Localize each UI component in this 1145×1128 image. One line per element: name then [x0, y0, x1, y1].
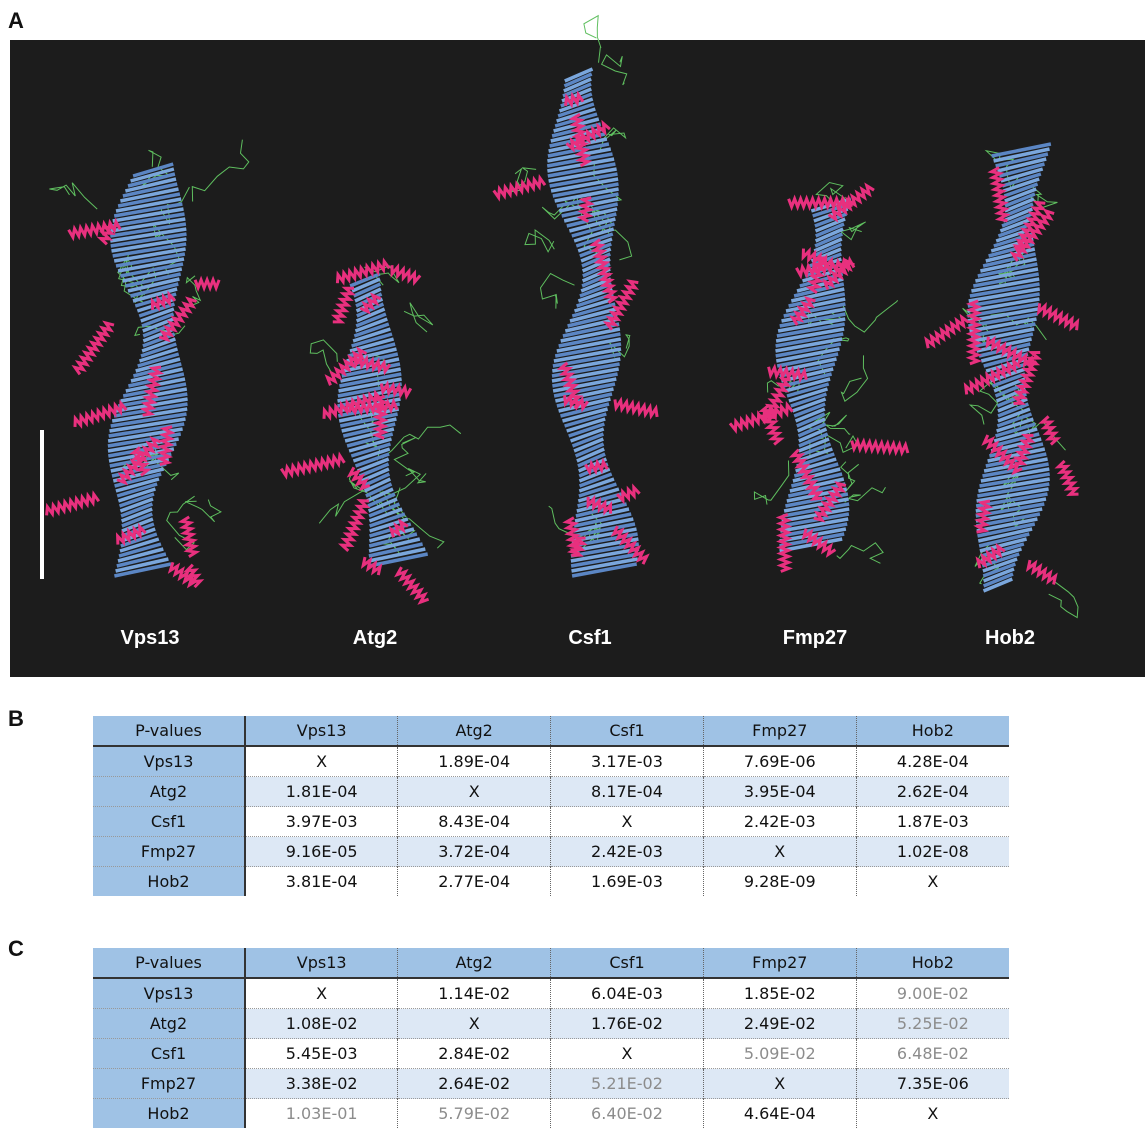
cell: X [245, 746, 398, 777]
cell: 1.85E-02 [703, 978, 856, 1009]
cell: 1.81E-04 [245, 777, 398, 807]
cell: 1.89E-04 [398, 746, 551, 777]
cell: 9.00E-02 [856, 978, 1009, 1009]
cell: 1.03E-01 [245, 1099, 398, 1128]
row-header: Hob2 [93, 867, 245, 897]
cell: 4.64E-04 [703, 1099, 856, 1128]
cell: 3.17E-03 [551, 746, 704, 777]
column-header: Vps13 [245, 716, 398, 746]
row-header: Hob2 [93, 1099, 245, 1128]
panel-label: C [8, 936, 24, 962]
cell: 1.02E-08 [856, 837, 1009, 867]
row-header: Vps13 [93, 746, 245, 777]
row-header: Atg2 [93, 1009, 245, 1039]
panel-a: Vps13 Atg2 Csf1 Fmp27 Hob2 [0, 0, 1145, 680]
column-header: Csf1 [551, 716, 704, 746]
cell: 5.21E-02 [551, 1069, 704, 1099]
cell: 3.38E-02 [245, 1069, 398, 1099]
protein-name: Atg2 [353, 627, 397, 649]
cell: X [398, 1009, 551, 1039]
column-header: Fmp27 [703, 948, 856, 978]
cell: X [398, 777, 551, 807]
panel-label: B [8, 706, 24, 732]
cell: 7.35E-06 [856, 1069, 1009, 1099]
row-header: P-values [93, 948, 245, 978]
column-header: Vps13 [245, 948, 398, 978]
row-header: Csf1 [93, 1039, 245, 1069]
cell: 3.72E-04 [398, 837, 551, 867]
cell: 9.16E-05 [245, 837, 398, 867]
cell: 2.49E-02 [703, 1009, 856, 1039]
cell: X [245, 978, 398, 1009]
protein-name: Csf1 [568, 627, 611, 649]
cell: 1.69E-03 [551, 867, 704, 897]
column-header: Atg2 [398, 948, 551, 978]
cell: 5.45E-03 [245, 1039, 398, 1069]
cell: 3.81E-04 [245, 867, 398, 897]
cell: 3.97E-03 [245, 807, 398, 837]
row-header: Fmp27 [93, 837, 245, 867]
cell: 2.42E-03 [703, 807, 856, 837]
cell: 6.40E-02 [551, 1099, 704, 1128]
column-header: Hob2 [856, 716, 1009, 746]
column-header: Fmp27 [703, 716, 856, 746]
page: {"panel_labels": ["A", "B", "C"], "panel… [0, 0, 1145, 1123]
cell: 3.95E-04 [703, 777, 856, 807]
cell: 2.42E-03 [551, 837, 704, 867]
cell: 1.76E-02 [551, 1009, 704, 1039]
column-header: Atg2 [398, 716, 551, 746]
protein-name: Hob2 [985, 627, 1035, 649]
cell: 2.62E-04 [856, 777, 1009, 807]
row-header: Atg2 [93, 777, 245, 807]
panel-label: A [8, 8, 24, 34]
cell: 2.84E-02 [398, 1039, 551, 1069]
cell: X [856, 1099, 1009, 1128]
cell: 9.28E-09 [703, 867, 856, 897]
cell: 2.64E-02 [398, 1069, 551, 1099]
cell: 5.79E-02 [398, 1099, 551, 1128]
cell: 7.69E-06 [703, 746, 856, 777]
row-header: Vps13 [93, 978, 245, 1009]
cell: X [551, 807, 704, 837]
cell: 5.09E-02 [703, 1039, 856, 1069]
cell: 8.17E-04 [551, 777, 704, 807]
protein-name: Vps13 [121, 627, 180, 649]
column-header: Csf1 [551, 948, 704, 978]
cell: 8.43E-04 [398, 807, 551, 837]
protein-name: Fmp27 [783, 627, 847, 649]
cell: X [551, 1039, 704, 1069]
row-header: Csf1 [93, 807, 245, 837]
cell: X [703, 837, 856, 867]
cell: X [703, 1069, 856, 1099]
row-header: P-values [93, 716, 245, 746]
cell: X [856, 867, 1009, 897]
cell: 5.25E-02 [856, 1009, 1009, 1039]
cell: 6.48E-02 [856, 1039, 1009, 1069]
row-header: Fmp27 [93, 1069, 245, 1099]
cell: 1.14E-02 [398, 978, 551, 1009]
cell: 1.08E-02 [245, 1009, 398, 1039]
cell: 4.28E-04 [856, 746, 1009, 777]
cell: 6.04E-03 [551, 978, 704, 1009]
cell: 2.77E-04 [398, 867, 551, 897]
cell: 1.87E-03 [856, 807, 1009, 837]
column-header: Hob2 [856, 948, 1009, 978]
